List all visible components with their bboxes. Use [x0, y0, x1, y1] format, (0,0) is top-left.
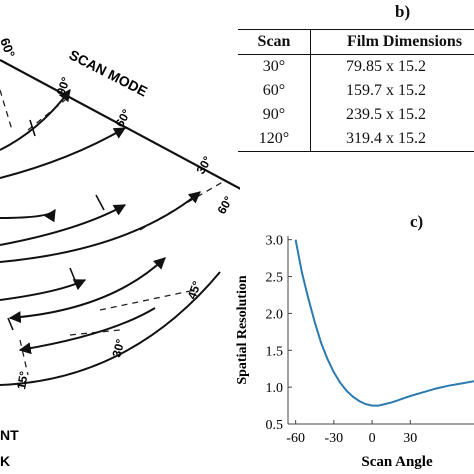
- radial-line: [27, 99, 66, 131]
- y-tick-label: 2.5: [266, 271, 284, 286]
- scan-arc: [0, 208, 56, 223]
- arc-label: 90°: [54, 75, 73, 97]
- radial-line: [19, 339, 29, 376]
- table-cell: 120°: [238, 127, 311, 152]
- table-row: 60° 159.7 x 15.2: [238, 79, 474, 103]
- resolution-curve: [294, 239, 474, 407]
- scan-arc: [18, 307, 156, 355]
- y-tick-label: 2.0: [266, 307, 284, 322]
- table-cell: 60°: [238, 79, 311, 103]
- radial-line: [0, 89, 13, 131]
- y-tick-label: 1.5: [266, 344, 284, 359]
- scan-arc: [8, 257, 166, 324]
- scan-arc: [0, 279, 87, 301]
- table-cell: 319.4 x 15.2: [310, 127, 474, 152]
- x-tick-label: 0: [369, 431, 376, 446]
- bottom-text: K: [0, 453, 10, 469]
- arc-label: 45°: [185, 279, 204, 301]
- table-row: 30° 79.85 x 15.2: [238, 54, 474, 79]
- scan-arc: [0, 127, 127, 179]
- table-header-row: Scan Film Dimensions: [238, 29, 474, 55]
- table-row: 90° 239.5 x 15.2: [238, 103, 474, 127]
- scan-arc: [0, 89, 71, 151]
- table-cell: 239.5 x 15.2: [346, 106, 426, 123]
- table-cell: 159.7 x 15.2: [346, 82, 426, 99]
- diagram-outer-edge: [0, 59, 240, 190]
- arc-label: 15°: [14, 370, 31, 390]
- column-header: Film Dimensions: [310, 29, 474, 55]
- y-tick-label: 0.5: [266, 418, 284, 433]
- spatial-resolution-chart: 0.5 1.0 1.5 2.0 2.5 3.0 -60 -30 0 30 Scan Angle Spa…: [235, 234, 474, 470]
- table-cell: 79.85 x 15.2: [346, 58, 426, 75]
- scan-arc: [0, 204, 127, 246]
- x-tick-label: -30: [325, 431, 344, 446]
- scan-arc: [0, 271, 221, 386]
- bottom-text: NT: [0, 427, 19, 443]
- y-axis-title: Spatial Resolution: [235, 275, 250, 385]
- x-tick-label: -60: [286, 431, 305, 446]
- y-tick-label: 3.0: [266, 234, 284, 249]
- corner-angle-label: 60°: [0, 36, 18, 60]
- table-cell: 90°: [238, 103, 311, 127]
- column-header: Scan: [238, 29, 311, 55]
- y-tick-label: 1.0: [266, 381, 284, 396]
- arc-label: 30°: [109, 337, 127, 358]
- scan-mode-diagram: SCAN MODE 60° 90° 60° 30° 60° 45° 30° 15…: [0, 36, 240, 469]
- x-axis-title: Scan Angle: [361, 454, 433, 470]
- panel-b-label: b): [395, 2, 411, 21]
- film-dimensions-panel: b) Scan Film Dimensions 30° 79.85 x 15.2…: [238, 0, 474, 170]
- table-row: 120° 319.4 x 15.2: [238, 127, 474, 152]
- table-cell: 30°: [238, 54, 311, 79]
- panel-c-label: c): [410, 212, 424, 231]
- scan-mode-label: SCAN MODE: [67, 46, 151, 99]
- film-dimensions-table: Scan Film Dimensions 30° 79.85 x 15.2 60…: [238, 29, 474, 152]
- arc-label: 60°: [112, 107, 133, 130]
- x-tick-label: 30: [403, 431, 417, 446]
